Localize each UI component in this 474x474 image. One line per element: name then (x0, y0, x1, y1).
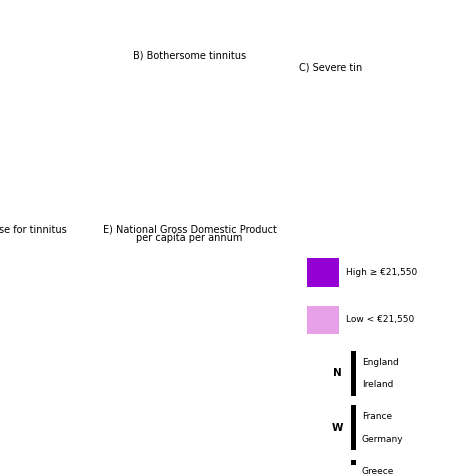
Text: High ≥ €21,550: High ≥ €21,550 (346, 268, 417, 277)
Text: France: France (362, 412, 392, 421)
Text: C) Severe tin: C) Severe tin (299, 63, 362, 73)
Text: E) National Gross Domestic Product: E) National Gross Domestic Product (103, 225, 276, 235)
Text: W: W (331, 423, 343, 433)
Text: per capita per annum: per capita per annum (137, 233, 243, 243)
Text: N: N (333, 368, 342, 378)
Bar (351, 351, 356, 396)
Bar (307, 258, 339, 287)
Text: se for tinnitus: se for tinnitus (0, 225, 67, 235)
Text: Greece: Greece (362, 466, 394, 474)
Bar (351, 405, 356, 450)
Bar (351, 460, 356, 474)
Text: Ireland: Ireland (362, 380, 393, 389)
Bar (307, 306, 339, 334)
Text: England: England (362, 357, 399, 366)
Text: Low < €21,550: Low < €21,550 (346, 316, 414, 324)
Text: Germany: Germany (362, 435, 403, 444)
Title: B) Bothersome tinnitus: B) Bothersome tinnitus (133, 51, 246, 61)
